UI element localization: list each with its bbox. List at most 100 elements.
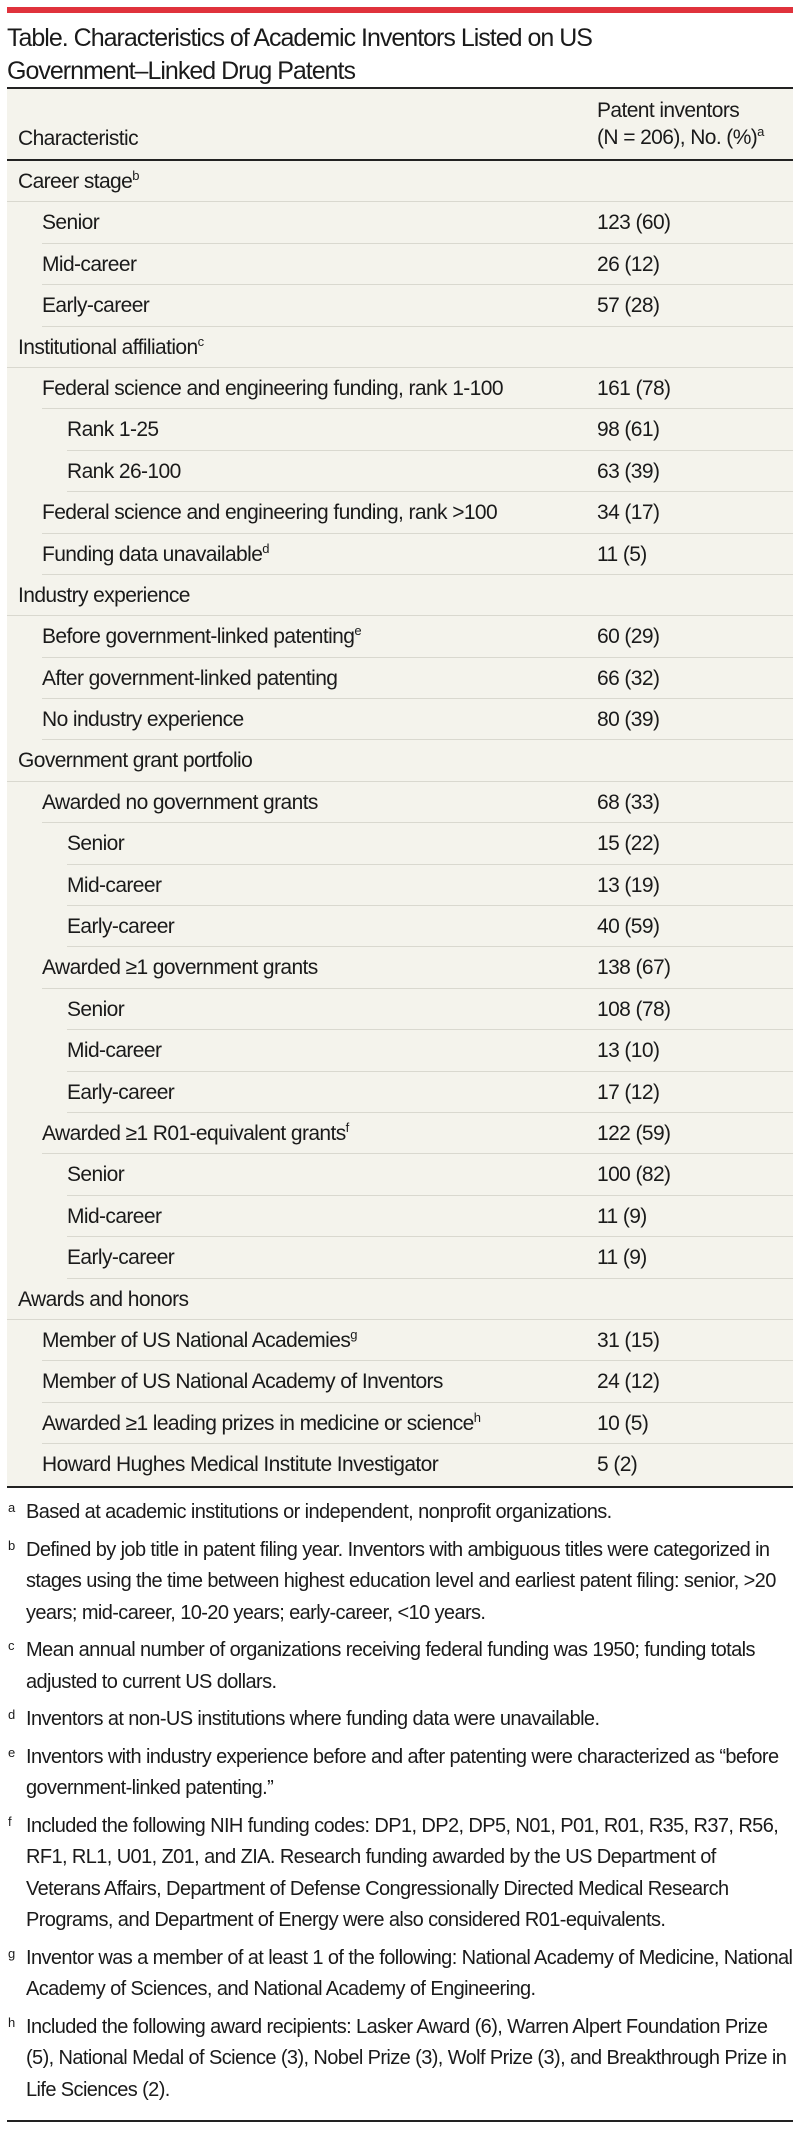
table-row: Early-career 11 (9) (7, 1237, 793, 1279)
footnote-marker: h (473, 1409, 481, 1425)
row-divider (67, 1072, 793, 1113)
row-label: Awarded ≥1 leading prizes in medicine or… (42, 1409, 481, 1435)
table-body: Career stageb Senior 123 (60) Mid-career 26 … (7, 161, 793, 1486)
row-label: Early-career (67, 1246, 175, 1270)
row-divider (42, 534, 793, 575)
footnote-mark: d (8, 1707, 15, 1722)
table-row: Funding data unavailabled 11 (5) (7, 534, 793, 575)
footnote-text: Included the following award recipients:… (26, 2015, 787, 2101)
row-divider (42, 699, 793, 741)
row-divider (7, 327, 793, 368)
table-row: Member of US National Academy of Invento… (7, 1361, 793, 1403)
row-divider (67, 906, 793, 948)
row-label: Mid-career (67, 1039, 162, 1063)
footnote-text: Included the following NIH funding codes… (26, 1814, 779, 1932)
footnote-text: Defined by job title in patent filing ye… (26, 1538, 776, 1624)
row-divider (42, 202, 793, 244)
row-label: Senior (67, 1163, 125, 1187)
row-label: Industry experience (18, 583, 190, 607)
row-label: Senior (67, 832, 125, 856)
row-value: 63 (39) (597, 459, 660, 483)
row-label: Awarded no government grants (42, 790, 318, 814)
footnote-mark: b (8, 1537, 15, 1553)
row-value: 40 (59) (597, 915, 660, 939)
row-value: 100 (82) (597, 1163, 671, 1187)
row-label: Awards and honors (18, 1287, 189, 1311)
row-value: 60 (29) (597, 625, 660, 649)
row-value: 11 (5) (597, 542, 647, 566)
row-divider (42, 1403, 793, 1445)
row-label: Early-career (67, 915, 175, 939)
table-title: Table. Characteristics of Academic Inven… (7, 24, 593, 85)
row-label: Member of US National Academy of Invento… (42, 1370, 443, 1394)
table-row: Industry experience (7, 575, 793, 617)
row-value: 80 (39) (597, 708, 660, 732)
footnote-marker: b (132, 168, 139, 183)
row-value: 108 (78) (597, 997, 671, 1021)
table-row: Senior 123 (60) (7, 202, 793, 244)
row-divider (42, 1320, 793, 1362)
row-label: Mid-career (67, 1204, 162, 1228)
table-row: Awarded no government grants 68 (33) (7, 782, 793, 824)
row-divider (67, 989, 793, 1031)
row-divider (42, 658, 793, 700)
table-row: Early-career 17 (12) (7, 1072, 793, 1113)
footnotes: a Based at academic institutions or indep… (7, 1497, 793, 2122)
footnote: g Inventor was a member of at least 1 of … (7, 1943, 793, 2006)
row-label: Senior (42, 211, 100, 235)
row-value: 13 (19) (597, 873, 660, 897)
row-label: Institutional affiliationc (18, 333, 204, 359)
row-label: After government-linked patenting (42, 666, 338, 690)
row-divider (42, 244, 793, 286)
table-row: Rank 1-25 98 (61) (7, 409, 793, 451)
row-label: Rank 1-25 (67, 418, 159, 442)
data-table: Characteristic Patent inventors (N = 206… (7, 87, 793, 1488)
table-row: Institutional affiliationc (7, 327, 793, 368)
footnote-mark: e (8, 1744, 15, 1760)
table-header: Characteristic Patent inventors (N = 206… (7, 89, 793, 161)
row-value: 17 (12) (597, 1080, 660, 1104)
table-row: Awards and honors (7, 1279, 793, 1320)
row-label: Before government-linked patentinge (42, 623, 362, 649)
row-value: 34 (17) (597, 501, 660, 525)
table-row: Howard Hughes Medical Institute Investig… (7, 1444, 793, 1485)
footnote-mark: h (8, 2014, 15, 2030)
table-row: After government-linked patenting 66 (32) (7, 658, 793, 700)
table-row: Early-career 40 (59) (7, 906, 793, 948)
header-patent-inventors: Patent inventors (N = 206), No. (%)a (597, 99, 764, 149)
row-label: Federal science and engineering funding,… (42, 376, 504, 400)
row-value: 15 (22) (597, 832, 660, 856)
row-value: 98 (61) (597, 418, 660, 442)
row-value: 122 (59) (597, 1121, 671, 1145)
row-value: 31 (15) (597, 1328, 660, 1352)
table-row: Member of US National Academiesg 31 (15) (7, 1320, 793, 1362)
footnote: c Mean annual number of organizations rec… (7, 1635, 793, 1698)
row-value: 13 (10) (597, 1039, 660, 1063)
footnote-marker: f (345, 1119, 350, 1135)
row-divider (42, 492, 793, 534)
footnote-mark: g (8, 1945, 15, 1961)
row-divider (42, 1113, 793, 1155)
table-row: Rank 26-100 63 (39) (7, 451, 793, 493)
row-label: Senior (67, 997, 125, 1021)
table-row: Senior 15 (22) (7, 823, 793, 865)
footnote-text: Inventors at non-US institutions where f… (26, 1708, 600, 1730)
row-label: Early-career (67, 1080, 175, 1104)
row-divider (67, 865, 793, 907)
footnote: d Inventors at non-US institutions where … (7, 1704, 793, 1736)
table-row: Early-career 57 (28) (7, 285, 793, 327)
row-label: Awarded ≥1 government grants (42, 956, 318, 980)
row-divider (67, 451, 793, 493)
row-label: Early-career (42, 294, 150, 318)
row-divider (7, 575, 793, 617)
table-row: Senior 108 (78) (7, 989, 793, 1031)
row-divider (67, 1196, 793, 1238)
footnote-marker: c (197, 333, 204, 349)
footnote-text: Inventors with industry experience befor… (26, 1745, 779, 1800)
row-label: Mid-career (42, 252, 137, 276)
row-value: 24 (12) (597, 1370, 660, 1394)
footnote: f Included the following NIH funding code… (7, 1811, 793, 1937)
row-divider (42, 782, 793, 824)
footnote-mark: f (8, 1813, 12, 1829)
row-value: 11 (9) (597, 1204, 647, 1228)
